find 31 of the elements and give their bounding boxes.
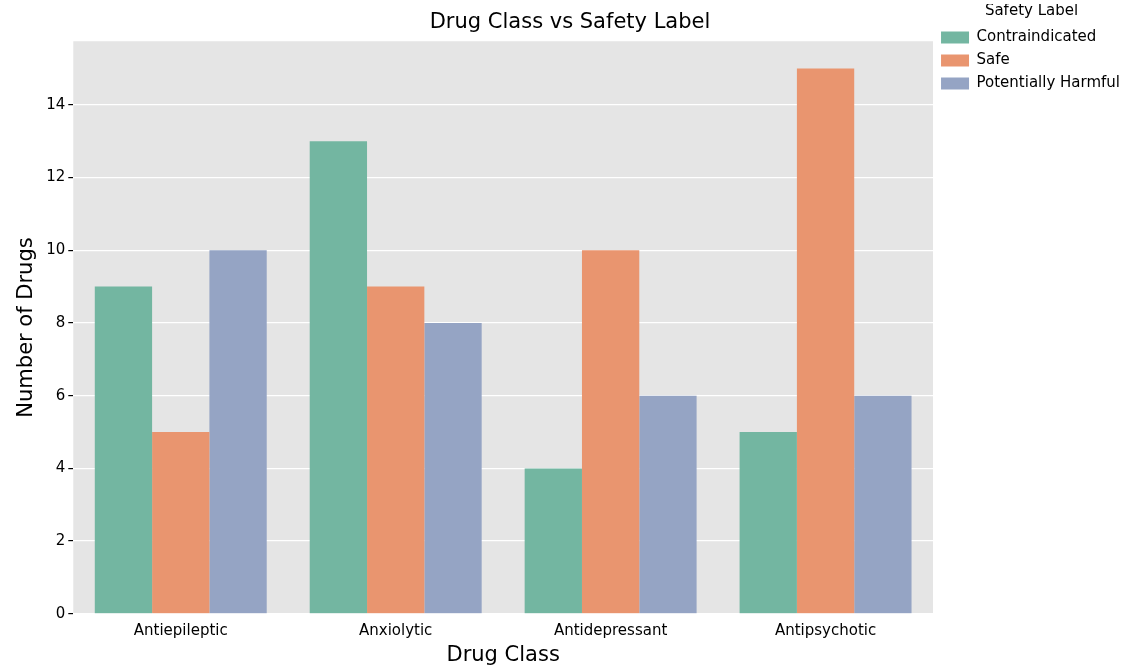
y-tick-label: 14 xyxy=(46,94,66,113)
y-tick-label: 8 xyxy=(55,312,66,331)
x-axis-title: Drug Class xyxy=(446,641,560,666)
x-tick-label: Antipsychotic xyxy=(774,620,877,639)
bar xyxy=(581,250,640,614)
y-tick-label: 12 xyxy=(46,167,66,186)
y-tick-label: 4 xyxy=(55,458,66,477)
y-axis-title: Number of Drugs xyxy=(13,237,38,418)
y-tick-label: 2 xyxy=(55,530,66,549)
x-tick-label: Antiepileptic xyxy=(133,620,228,639)
bar xyxy=(854,395,912,614)
bar xyxy=(796,68,855,614)
bar xyxy=(94,286,153,614)
chart-title: Drug Class vs Safety Label xyxy=(429,9,711,34)
x-tick-label: Antidepressant xyxy=(553,620,668,639)
legend-label: Potentially Harmful xyxy=(976,73,1120,92)
y-tick-label: 0 xyxy=(55,603,66,622)
legend-title: Safety Label xyxy=(984,1,1079,20)
bar xyxy=(209,250,267,614)
x-tick-label: Anxiolytic xyxy=(359,620,433,639)
bar xyxy=(739,432,797,614)
legend-label: Safe xyxy=(976,50,1010,69)
bar xyxy=(424,322,482,614)
bar xyxy=(639,395,697,614)
bar xyxy=(524,468,582,614)
bar xyxy=(152,432,210,614)
y-tick-label: 10 xyxy=(46,240,66,259)
bar xyxy=(309,141,368,614)
y-tick-label: 6 xyxy=(55,385,66,404)
bar xyxy=(367,286,425,614)
legend-label: Contraindicated xyxy=(976,27,1097,46)
